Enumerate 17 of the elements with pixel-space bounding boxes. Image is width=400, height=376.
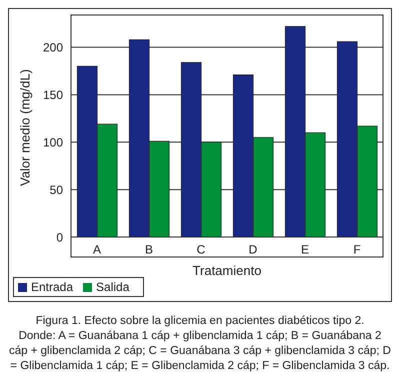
x-tick-label: B xyxy=(144,242,154,257)
x-tick-label: D xyxy=(248,242,258,257)
text: Donde: A = Guanábana 1 cáp + glibenclamida 1 cáp; B = Guanábana 2 cáp + glibenclamida 2 cáp; C = Guanábana 3 cáp + glibenclamida 3 cáp; D = Glibenclamida 1 cáp; E = Glibenclamida 2 cáp; F = Glibenclamida 3 cáp. xyxy=(8,329,392,374)
x-axis-title: Tratamiento xyxy=(192,263,262,278)
legend-label: Salida xyxy=(96,280,130,294)
y-tick-label: 150 xyxy=(42,88,64,102)
y-tick-label: 50 xyxy=(50,182,64,197)
x-tick-label: C xyxy=(196,242,206,257)
x-tick-label: F xyxy=(353,242,361,257)
x-tick-label: E xyxy=(300,242,310,257)
y-tick-label: 200 xyxy=(42,40,64,55)
x-tick-label: A xyxy=(92,242,102,257)
y-tick-label: 100 xyxy=(42,135,64,150)
y-axis-title: Valor medio (mg/dL) xyxy=(18,69,33,186)
y-tick-label: 0 xyxy=(56,230,64,244)
text: Figura 1. Efecto sobre la glicemia en pacientes diabéticos tipo 2. xyxy=(34,314,366,329)
legend-label: Entrada xyxy=(31,280,74,294)
